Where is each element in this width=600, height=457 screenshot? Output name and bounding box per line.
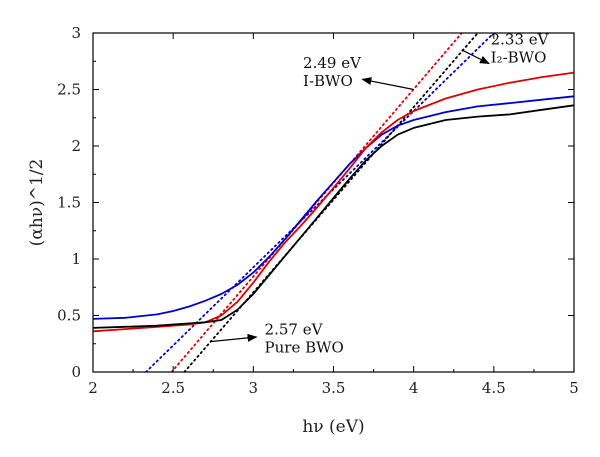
fit-line-0	[145, 33, 495, 372]
annotation-label-0: 2.49 eV I-BWO	[303, 54, 362, 90]
annotation-line: 2.57 eV	[265, 321, 324, 339]
y-tick-label: 0	[71, 363, 81, 381]
annotation-line: 2.49 eV	[303, 54, 362, 72]
x-axis-label: hν (eV)	[302, 417, 364, 437]
annotation-arrow-1	[461, 49, 490, 65]
y-tick-label: 2	[71, 137, 81, 155]
x-tick-label: 5	[569, 379, 579, 397]
y-tick-label: 3	[71, 24, 81, 42]
annotation-line: I-BWO	[303, 72, 353, 90]
x-tick-label: 2	[88, 379, 98, 397]
x-tick-label: 3	[249, 379, 259, 397]
x-tick-label: 2.5	[161, 379, 185, 397]
annotation-label-2: 2.57 eV Pure BWO	[265, 321, 344, 357]
annotation-arrow-2	[211, 333, 258, 343]
annotation-line: I₂-BWO	[491, 48, 547, 66]
series-group	[93, 71, 574, 333]
series-line-1	[93, 71, 574, 333]
annotation-line: Pure BWO	[265, 339, 344, 357]
fit-line-2	[183, 33, 479, 372]
y-tick-label: 2.5	[57, 81, 81, 99]
annotation-arrow-0	[361, 77, 414, 91]
y-tick-label: 0.5	[57, 307, 81, 325]
series-line-0	[93, 95, 574, 320]
y-tick-label: 1.5	[57, 194, 81, 212]
x-tick-label: 4	[409, 379, 419, 397]
x-tick-label: 3.5	[322, 379, 346, 397]
series-line-2	[93, 104, 574, 329]
annotation-line: 2.33 eV	[491, 30, 550, 48]
annotation-label-1: 2.33 eV I₂-BWO	[491, 30, 550, 66]
y-tick-label: 1	[71, 250, 81, 268]
y-axis-label: (αhν)^1/2	[27, 159, 47, 247]
x-tick-label: 4.5	[482, 379, 506, 397]
